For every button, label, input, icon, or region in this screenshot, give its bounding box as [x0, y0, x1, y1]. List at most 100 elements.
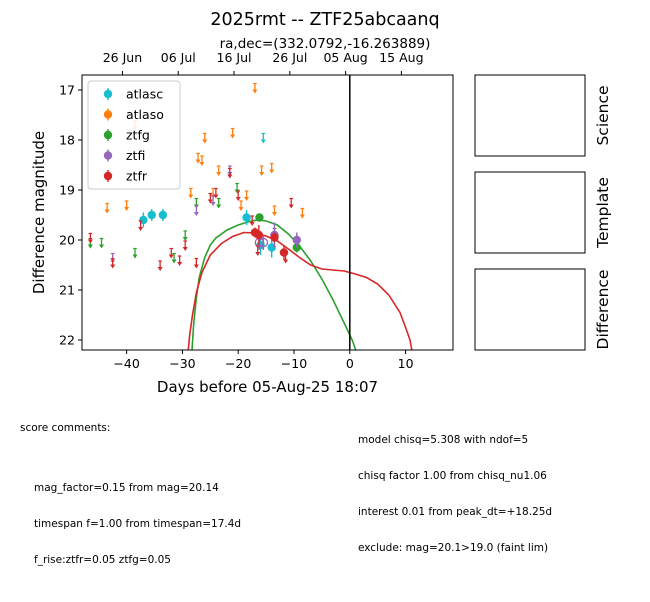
- legend-label: ztfr: [126, 169, 148, 184]
- detection-point: [139, 212, 148, 228]
- upper-limit-arrow: [87, 239, 93, 244]
- legend-marker: [103, 151, 113, 160]
- upper-limit-arrow: [104, 209, 110, 214]
- upper-limit-arrow: [216, 204, 222, 209]
- upper-limit-arrow: [193, 212, 199, 216]
- upper-limit-arrow: [207, 199, 213, 204]
- upper-limit-marker: [252, 82, 258, 94]
- upper-limit-arrow: [227, 174, 233, 179]
- upper-limit-marker: [227, 167, 233, 179]
- top-x-tick-label: 05 Aug: [323, 50, 367, 65]
- upper-limit-marker: [244, 190, 250, 201]
- detection-marker: [254, 230, 264, 240]
- upper-limit-marker: [299, 207, 305, 219]
- x-tick-label: −30: [169, 356, 195, 371]
- model-comment-line: model chisq=5.308 with ndof=5: [358, 434, 529, 446]
- top-x-tick-label: 15 Aug: [379, 50, 423, 65]
- detection-point: [147, 209, 156, 221]
- upper-limit-marker: [216, 165, 222, 176]
- upper-limit-arrow: [157, 267, 163, 271]
- image-panels: Science Template Difference: [474, 74, 612, 351]
- upper-limit-marker: [288, 197, 294, 209]
- top-x-tick-label: 06 Jul: [161, 50, 196, 65]
- detection-marker: [158, 210, 168, 220]
- upper-limit-marker: [260, 132, 266, 144]
- upper-limit-marker: [207, 192, 213, 204]
- detection-marker: [255, 213, 264, 222]
- detection-point: [292, 232, 301, 248]
- upper-limit-arrow: [244, 197, 250, 201]
- upper-limit-arrow: [171, 259, 177, 264]
- score-comment-line: timespan f=1.00 from timespan=17.4d: [34, 518, 242, 530]
- upper-limit-marker: [195, 152, 201, 164]
- score-comments-heading: score comments:: [20, 422, 111, 434]
- image-panel-label: Template: [594, 177, 612, 249]
- upper-limit-arrow: [283, 259, 289, 264]
- detection-point: [242, 210, 251, 225]
- y-tick-label: 19: [59, 183, 75, 198]
- upper-limit-marker: [235, 190, 241, 201]
- model-comment-line: interest 0.01 from peak_dt=+18.25d: [358, 506, 553, 518]
- upper-limit-marker: [177, 255, 183, 266]
- detection-marker: [242, 213, 251, 222]
- upper-limit-arrow: [138, 227, 144, 231]
- light-curve-figure: 2025rmt -- ZTF25abcaanq ra,dec=(332.0792…: [30, 10, 612, 396]
- upper-limit-marker: [193, 257, 199, 269]
- legend-label: ztfi: [126, 148, 145, 163]
- model-comments: model chisq=5.308 with ndof=5 chisq fact…: [358, 410, 552, 566]
- chart-legend: atlasc atlaso ztfg ztfi ztfr: [87, 80, 181, 190]
- upper-limit-marker: [188, 187, 194, 199]
- image-panel-label: Difference: [594, 270, 612, 350]
- image-panel: [474, 171, 586, 254]
- upper-limit-marker: [255, 245, 261, 256]
- upper-limit-marker: [132, 247, 138, 259]
- upper-limit-marker: [171, 252, 177, 264]
- upper-limit-marker: [199, 155, 205, 166]
- detection-point: [158, 209, 168, 221]
- y-tick-label: 21: [59, 283, 75, 298]
- x-tick-label: −10: [281, 356, 307, 371]
- detection-marker: [139, 215, 148, 225]
- image-panel-label: Science: [594, 85, 612, 145]
- plot-frame: [81, 74, 454, 351]
- upper-limit-arrow: [182, 247, 188, 251]
- upper-limit-arrow: [202, 139, 208, 144]
- x-tick-label: 10: [398, 356, 414, 371]
- chart-subtitle: ra,dec=(332.0792,-16.263889): [220, 36, 431, 52]
- upper-limit-arrow: [299, 214, 305, 219]
- detection-marker: [270, 233, 279, 242]
- y-tick-label: 17: [59, 83, 75, 98]
- upper-limit-arrow: [288, 204, 294, 209]
- image-panel: [474, 74, 586, 157]
- upper-limit-arrow: [255, 252, 261, 256]
- upper-limit-marker: [110, 257, 116, 269]
- top-x-tick-label: 26 Jul: [272, 50, 307, 65]
- legend-entry: ztfg: [103, 128, 150, 143]
- upper-limit-marker: [213, 187, 219, 199]
- legend-marker: [103, 110, 113, 119]
- upper-limit-arrow: [177, 262, 183, 266]
- upper-limit-arrow: [99, 244, 105, 249]
- upper-limit-arrow: [249, 222, 255, 226]
- upper-limit-marker: [216, 197, 222, 209]
- score-comment-line: mag_factor=0.15 from mag=20.14: [34, 482, 219, 494]
- upper-limit-marker: [238, 200, 244, 211]
- legend-marker: [103, 130, 113, 140]
- detection-marker: [147, 210, 156, 220]
- upper-limit-marker: [249, 215, 255, 226]
- upper-limit-arrow: [168, 254, 174, 259]
- upper-limit-marker: [168, 247, 174, 259]
- top-x-tick-label: 16 Jul: [217, 50, 252, 65]
- upper-limit-arrow: [213, 194, 219, 199]
- upper-limit-marker: [202, 132, 208, 144]
- detection-point: [279, 245, 289, 260]
- upper-limit-marker: [87, 232, 93, 244]
- y-tick-label: 18: [59, 133, 75, 148]
- legend-label: atlasc: [126, 87, 163, 102]
- y-tick-label: 22: [59, 333, 75, 348]
- upper-limit-marker: [271, 205, 277, 216]
- upper-limit-marker: [182, 240, 188, 251]
- upper-limit-marker: [269, 162, 275, 174]
- chart-title: 2025rmt -- ZTF25abcaanq: [210, 10, 439, 30]
- y-tick-label: 20: [59, 233, 75, 248]
